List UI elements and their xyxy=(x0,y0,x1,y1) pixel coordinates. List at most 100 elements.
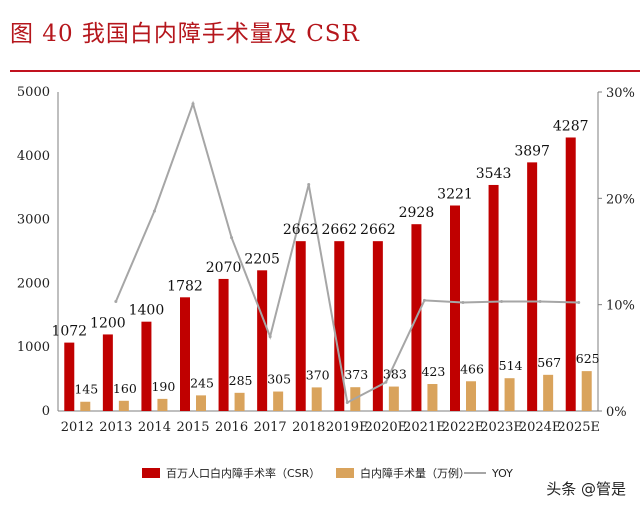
title-divider xyxy=(10,70,640,72)
volume-value-label: 567 xyxy=(537,355,561,370)
x-tick-label: 2021E xyxy=(403,420,446,435)
volume-bar xyxy=(118,400,129,411)
csr-value-label: 3221 xyxy=(437,187,473,203)
volume-bar xyxy=(80,401,91,411)
csr-value-label: 2662 xyxy=(321,222,357,238)
left-tick-label: 1000 xyxy=(17,340,50,355)
csr-value-label: 1072 xyxy=(51,324,87,340)
csr-bar xyxy=(565,137,576,412)
legend-csr-swatch xyxy=(142,468,160,478)
yoy-point xyxy=(345,400,349,404)
yoy-point xyxy=(268,335,272,339)
yoy-point xyxy=(191,102,195,106)
yoy-point xyxy=(500,299,504,303)
x-tick-label: 2018 xyxy=(292,420,325,435)
x-tick-label: 2024E xyxy=(519,420,562,435)
volume-value-label: 285 xyxy=(229,373,253,388)
watermark: 头条 @管是 xyxy=(546,480,626,498)
x-tick-label: 2016 xyxy=(215,420,248,435)
volume-value-label: 423 xyxy=(421,364,445,379)
legend-csr-label: 百万人口白内障手术率（CSR） xyxy=(166,466,320,480)
yoy-line-layer xyxy=(114,100,581,405)
right-tick-label: 30% xyxy=(606,86,635,101)
volume-value-label: 370 xyxy=(306,367,330,382)
volume-bar xyxy=(466,381,476,411)
x-tick-label: 2023E xyxy=(480,420,523,435)
x-tick-label: 2015 xyxy=(176,420,209,435)
legend-volume-label: 白内障手术量（万例） xyxy=(360,466,470,480)
volume-value-label: 190 xyxy=(151,379,175,394)
csr-bar xyxy=(372,241,383,411)
csr-value-label: 3543 xyxy=(476,166,512,182)
yoy-point xyxy=(114,299,118,303)
x-tick-label: 2020E xyxy=(365,420,408,435)
volume-bar xyxy=(234,392,245,411)
csr-value-label: 4287 xyxy=(553,118,589,134)
left-tick-label: 3000 xyxy=(17,213,50,228)
volume-bar xyxy=(388,386,399,411)
x-tick-label: 2014 xyxy=(138,420,171,435)
yoy-point xyxy=(230,236,234,240)
csr-bar xyxy=(488,184,499,411)
x-tick-label: 2013 xyxy=(99,420,132,435)
chart-legend: 百万人口白内障手术率（CSR） 白内障手术量（万例） YOY xyxy=(142,466,513,480)
volume-value-label: 373 xyxy=(344,367,368,382)
csr-bar xyxy=(64,342,75,411)
volume-value-label: 625 xyxy=(576,351,600,366)
csr-value-label: 2928 xyxy=(399,205,435,221)
csr-bar xyxy=(527,162,538,411)
legend-volume-swatch xyxy=(336,468,354,478)
volume-bar xyxy=(427,384,438,411)
csr-value-label: 1400 xyxy=(129,303,165,319)
legend-yoy-label: YOY xyxy=(491,467,513,480)
volume-bar xyxy=(311,387,322,411)
yoy-point xyxy=(307,183,311,187)
csr-value-label: 3897 xyxy=(514,143,550,159)
csr-bar xyxy=(450,205,460,411)
x-tick-label: 2017 xyxy=(254,420,287,435)
yoy-point xyxy=(152,209,156,213)
yoy-point xyxy=(461,301,465,305)
csr-bar xyxy=(180,297,190,411)
left-tick-label: 4000 xyxy=(17,149,50,164)
yoy-point xyxy=(538,299,542,303)
csr-value-label: 2662 xyxy=(360,222,396,238)
yoy-point xyxy=(577,301,581,305)
x-tick-label: 2025E xyxy=(557,420,600,435)
volume-value-label: 383 xyxy=(383,367,407,382)
right-tick-label: 10% xyxy=(606,299,635,314)
volume-value-label: 245 xyxy=(190,375,214,390)
csr-bar xyxy=(257,270,268,411)
csr-bar xyxy=(295,241,306,411)
yoy-point xyxy=(384,380,388,384)
volume-bar xyxy=(157,398,168,411)
volume-value-label: 466 xyxy=(460,361,484,376)
volume-value-label: 514 xyxy=(499,358,523,373)
x-tick-label: 2012 xyxy=(61,420,94,435)
volume-bar xyxy=(273,391,284,411)
csr-value-label: 1200 xyxy=(90,315,126,331)
volume-bar xyxy=(504,378,515,411)
csr-bar xyxy=(218,278,229,411)
csr-bar xyxy=(141,321,152,411)
csr-bar xyxy=(102,334,113,411)
volume-bar xyxy=(581,371,592,411)
volume-bar xyxy=(196,395,206,411)
right-tick-label: 0% xyxy=(606,405,627,420)
volume-value-label: 160 xyxy=(113,381,137,396)
chart-axes: 0 1000 2000 3000 4000 5000 0% 10% 20% 30% 2012 2013… xyxy=(17,85,635,435)
csr-value-label: 2070 xyxy=(206,260,242,276)
volume-value-label: 145 xyxy=(74,382,98,397)
left-tick-label: 5000 xyxy=(17,85,50,100)
volume-value-label: 305 xyxy=(267,372,291,387)
left-tick-label: 2000 xyxy=(17,276,50,291)
left-tick-label: 0 xyxy=(42,404,50,419)
x-tick-label: 2019E xyxy=(326,420,369,435)
x-tick-label: 2022E xyxy=(442,420,485,435)
volume-bar xyxy=(543,374,554,411)
right-tick-label: 20% xyxy=(606,192,635,207)
csr-value-label: 2205 xyxy=(244,251,280,267)
yoy-point xyxy=(422,298,426,302)
